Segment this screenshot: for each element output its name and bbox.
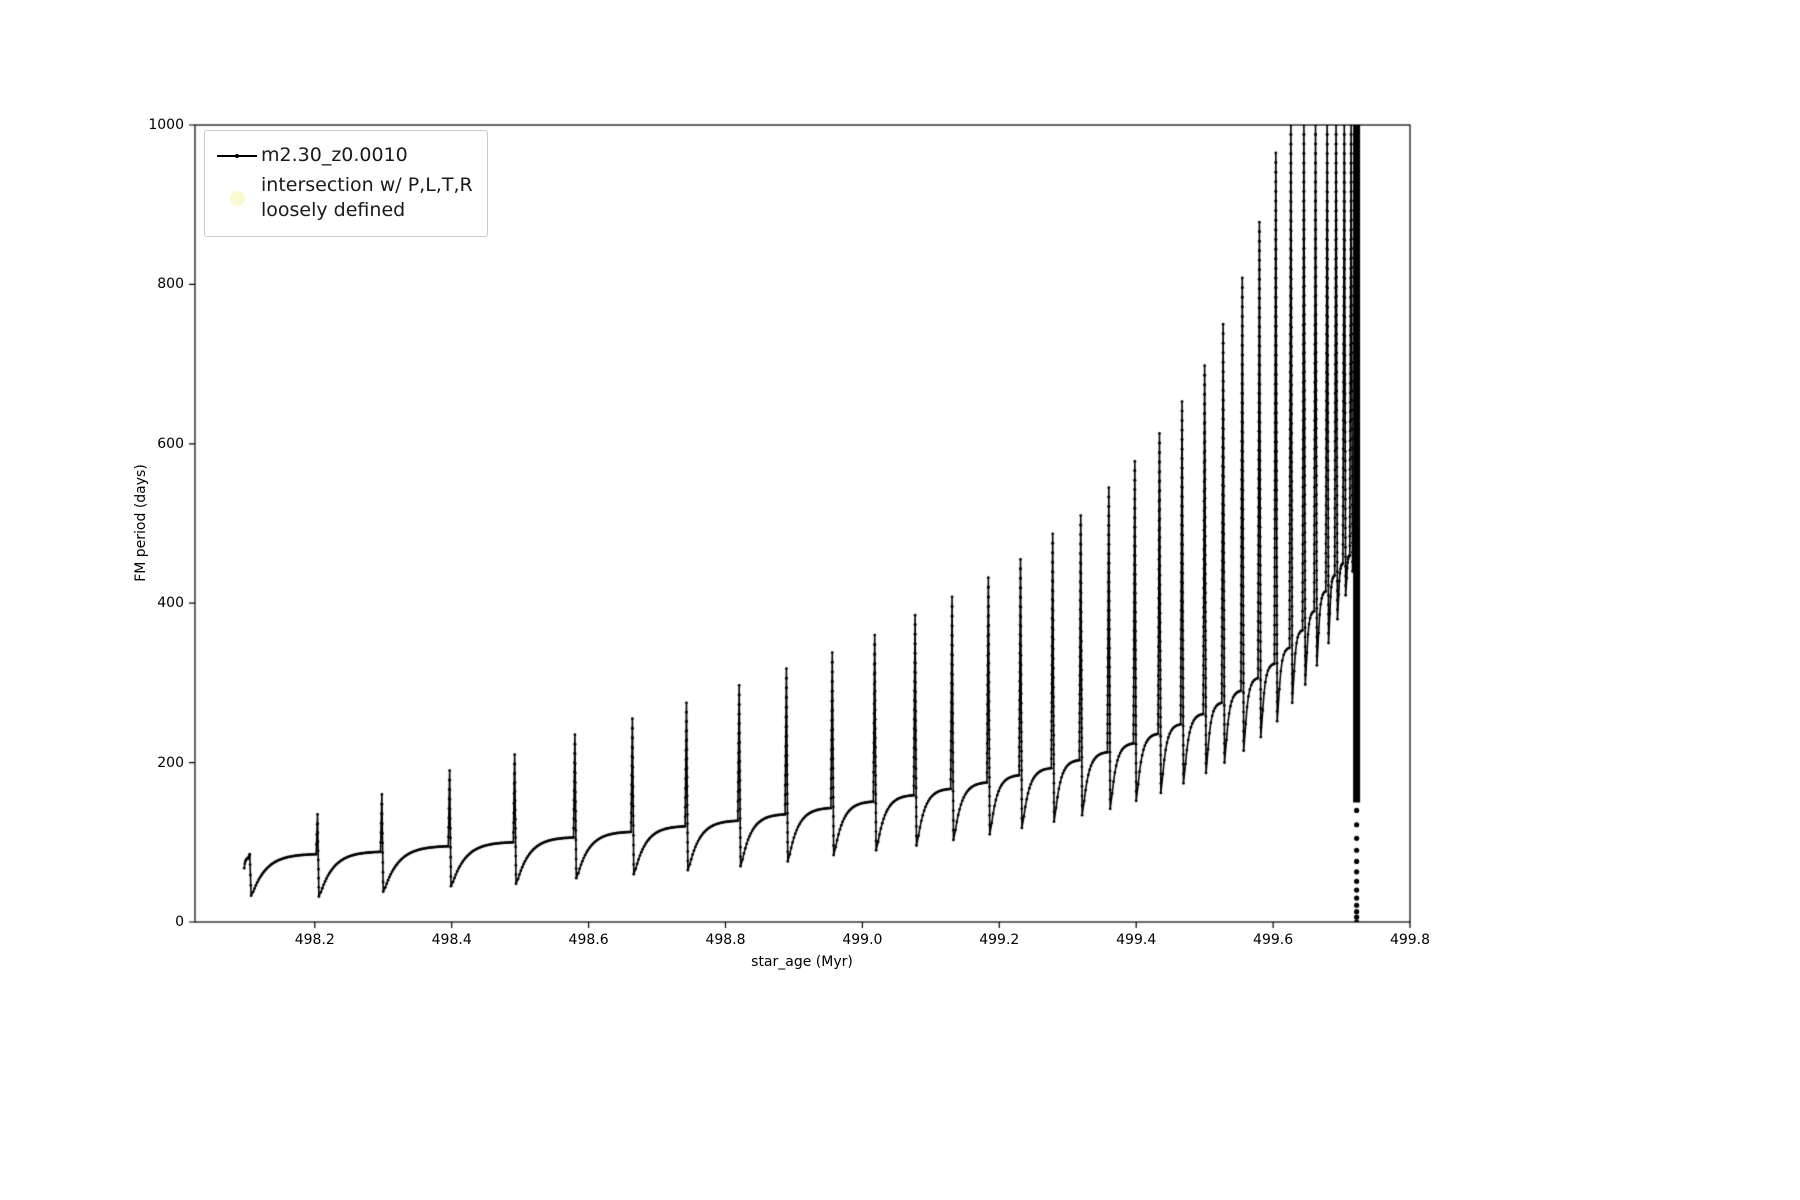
legend-line-dot-icon	[235, 153, 239, 158]
legend-dot-marker	[213, 190, 261, 206]
x-tick-label: 498.8	[705, 932, 746, 948]
legend-entry: intersection w/ P,L,T,R loosely defined	[213, 173, 473, 224]
y-tick-label: 0	[175, 914, 184, 930]
y-tick-label: 800	[157, 276, 184, 293]
legend-entry-label: intersection w/ P,L,T,R loosely defined	[261, 173, 473, 222]
x-tick-label: 499.4	[1116, 932, 1157, 948]
legend: m2.30_z0.0010 intersection w/ P,L,T,R lo…	[204, 130, 488, 237]
legend-entry-label: m2.30_z0.0010	[261, 144, 408, 166]
x-tick-label: 498.2	[294, 932, 335, 948]
x-tick-label: 498.6	[568, 932, 609, 948]
y-tick-label: 400	[157, 595, 184, 612]
legend-entry: m2.30_z0.0010	[213, 143, 473, 169]
x-tick-label: 499.6	[1253, 932, 1294, 948]
y-tick-label: 1000	[148, 117, 184, 133]
y-axis-label: FM period (days)	[133, 464, 149, 582]
x-axis-label: star_age (Myr)	[751, 954, 853, 970]
y-tick-label: 200	[157, 754, 184, 771]
x-tick-label: 499.8	[1389, 932, 1431, 948]
x-tick-label: 498.4	[431, 932, 472, 948]
x-tick-label: 499.0	[842, 932, 883, 948]
x-tick-label: 499.2	[979, 932, 1020, 948]
y-tick-label: 600	[157, 435, 184, 452]
legend-line-marker	[213, 153, 261, 158]
legend-circle-icon	[229, 190, 245, 206]
